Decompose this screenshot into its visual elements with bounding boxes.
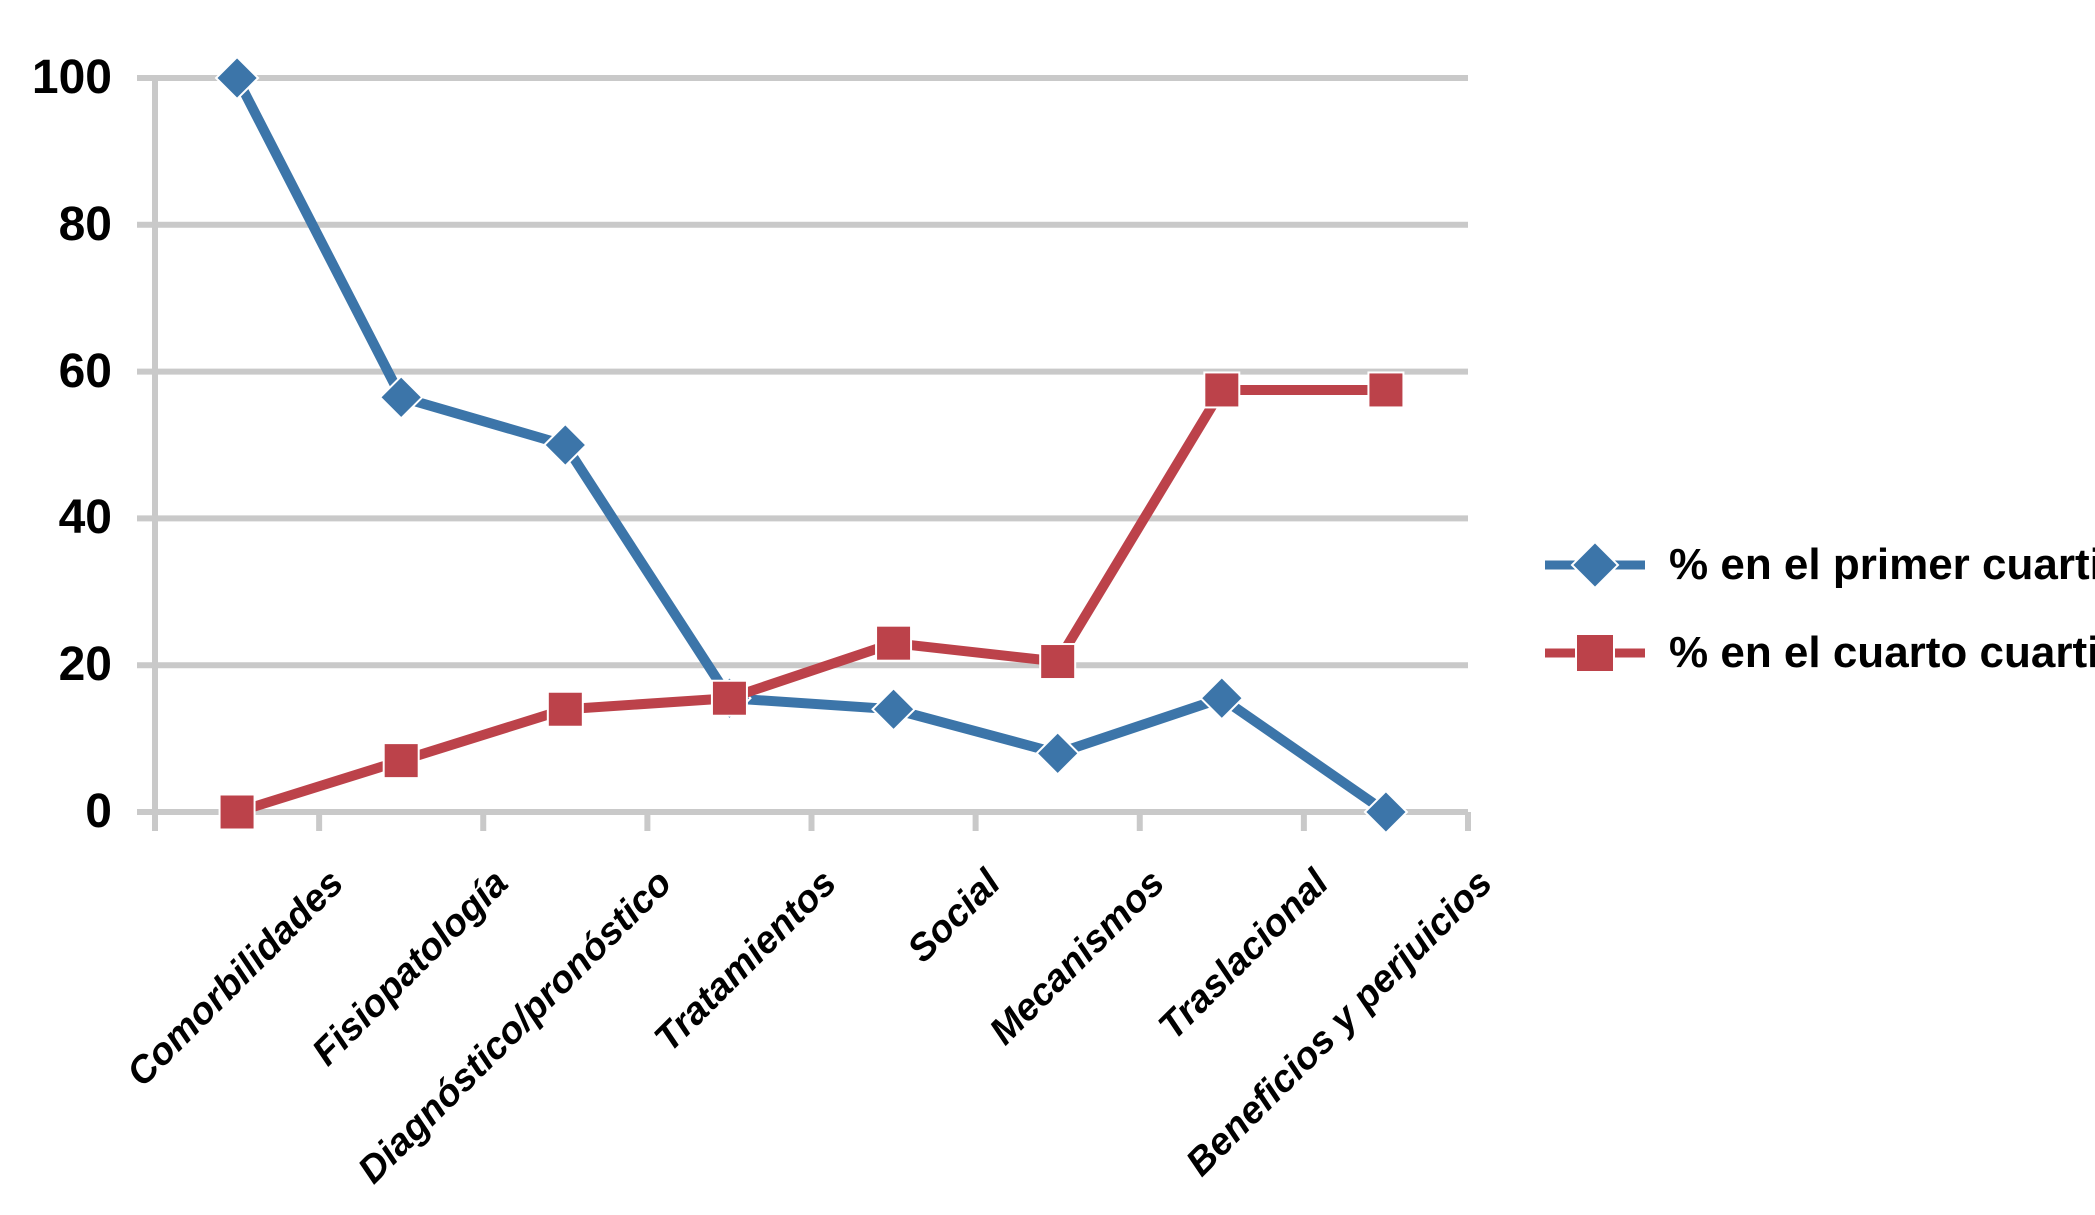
series-line-1	[232, 384, 1391, 817]
y-axis-tick-label: 80	[58, 197, 112, 251]
data-point-diamond	[1035, 730, 1081, 776]
data-point-diamond	[1363, 789, 1409, 835]
data-point-square	[1203, 371, 1241, 409]
legend-label: % en el cuarto cuartil	[1669, 628, 2095, 677]
legend-label: % en el primer cuartil	[1669, 540, 2095, 589]
data-point-diamond	[214, 55, 260, 101]
y-axis-tick-label: 0	[85, 785, 112, 838]
data-point-square	[1367, 371, 1405, 409]
y-axis-tick-label: 100	[31, 51, 112, 104]
legend-marker-diamond-icon	[1545, 541, 1645, 589]
legend-item-primer-cuartil: % en el primer cuartil	[1543, 541, 2095, 589]
y-axis-tick-label: 60	[58, 344, 112, 398]
legend-item-cuarto-cuartil: % en el cuarto cuartil	[1543, 629, 2095, 677]
legend: % en el primer cuartil % en el cuarto cu…	[1543, 541, 2095, 677]
data-point-diamond	[871, 686, 916, 732]
data-point-square	[875, 624, 913, 662]
data-point-diamond	[1199, 675, 1245, 721]
data-point-diamond	[378, 374, 424, 420]
y-axis-tick-label: 20	[58, 638, 112, 692]
data-point-square	[218, 793, 256, 831]
data-point-square	[1039, 643, 1077, 681]
data-point-square	[710, 679, 748, 717]
legend-marker-square-icon	[1545, 633, 1645, 673]
data-point-square	[546, 690, 584, 728]
series-line-0	[232, 73, 1391, 817]
data-point-diamond	[542, 422, 588, 468]
y-axis-tick-label: 40	[58, 491, 112, 545]
data-point-square	[382, 742, 420, 780]
